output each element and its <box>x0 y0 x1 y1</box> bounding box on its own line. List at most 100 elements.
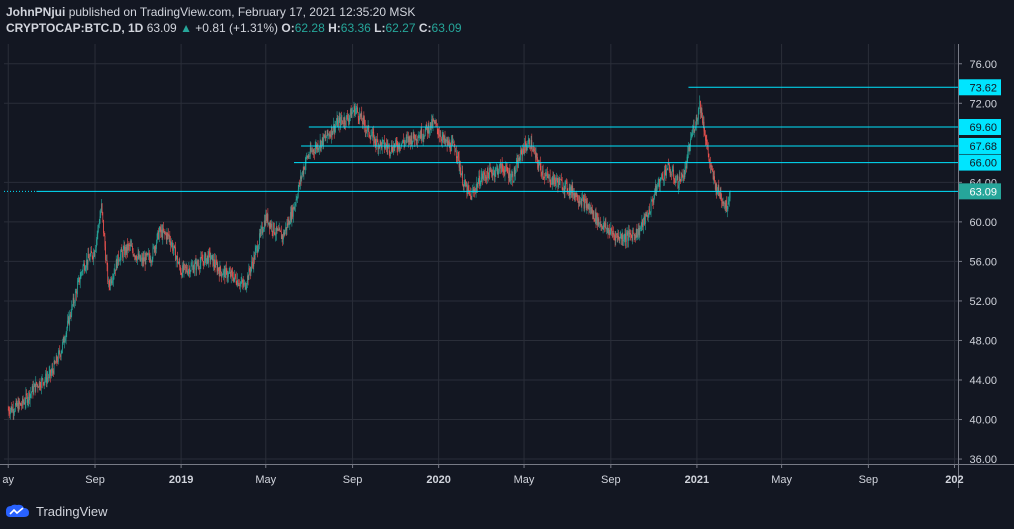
candle-body <box>156 242 157 249</box>
time-tick-label: May <box>514 474 535 486</box>
candle-body <box>106 260 108 265</box>
candle <box>77 278 78 298</box>
candle-body <box>48 372 50 378</box>
candle-body <box>602 225 604 230</box>
candle-body <box>157 230 159 235</box>
candle <box>691 129 693 139</box>
candle <box>450 142 452 155</box>
candle <box>412 129 414 143</box>
candle-body <box>519 160 521 161</box>
candle <box>235 273 236 280</box>
candle-body <box>70 315 72 317</box>
candle-body <box>401 142 403 144</box>
candle <box>664 164 666 176</box>
candle-body <box>441 137 443 141</box>
candle <box>176 255 178 260</box>
candle-body <box>29 392 30 401</box>
candle-body <box>626 235 627 242</box>
candle-body <box>712 170 714 180</box>
candle-body <box>65 339 66 341</box>
candle-body <box>508 172 509 179</box>
author-name[interactable]: JohnPNjui <box>6 5 66 19</box>
candle <box>85 265 87 273</box>
candle <box>328 131 330 140</box>
candle-body <box>566 181 567 182</box>
candle-body <box>285 227 286 232</box>
candle-body <box>453 142 455 147</box>
candle-body <box>196 261 198 265</box>
candle <box>262 226 264 239</box>
candle <box>204 252 205 267</box>
candle-body <box>214 265 216 268</box>
candle-body <box>37 384 39 388</box>
candle <box>199 266 200 275</box>
candle-body <box>134 255 136 258</box>
candle <box>122 249 123 262</box>
brand-name[interactable]: TradingView <box>36 503 108 519</box>
symbol-label[interactable]: CRYPTOCAP:BTC.D, 1D <box>6 21 144 35</box>
candle <box>177 261 179 264</box>
candle <box>99 210 101 225</box>
candle-body <box>676 179 677 181</box>
candle <box>144 252 146 271</box>
open-value: 62.28 <box>294 21 325 35</box>
candle <box>489 162 491 173</box>
candle <box>725 199 727 213</box>
time-axis[interactable]: ay Sep 2019 May Sep 2020 May Sep 2021 May Sep 202 <box>2 464 964 486</box>
candle-body <box>479 175 480 186</box>
candle-body <box>312 150 313 152</box>
candle-body <box>216 263 218 272</box>
candle <box>266 212 268 223</box>
candle-body <box>259 233 260 245</box>
candle <box>602 222 604 234</box>
candle-body <box>339 117 341 127</box>
candle <box>313 148 315 159</box>
candle-body <box>461 171 463 175</box>
candle-body <box>340 117 342 121</box>
candle <box>525 135 526 153</box>
candle-body <box>465 179 466 187</box>
candle-body <box>374 136 375 144</box>
candle-body <box>69 314 71 317</box>
candle <box>314 141 316 155</box>
candle <box>68 315 70 326</box>
candle-body <box>336 117 338 124</box>
candle <box>390 152 392 159</box>
candle-body <box>74 302 75 304</box>
candle-body <box>286 223 288 231</box>
candle <box>377 139 379 155</box>
candle-body <box>717 185 719 193</box>
candle <box>601 224 603 232</box>
candle <box>236 280 238 287</box>
candle-body <box>504 169 506 175</box>
price-axis[interactable]: 76.0072.0064.0060.0056.0052.0048.0044.00… <box>958 59 1001 466</box>
candle <box>100 208 102 218</box>
candle-body <box>522 148 523 156</box>
candle <box>396 136 398 153</box>
candle-body <box>101 203 103 213</box>
candle-body <box>682 174 684 181</box>
candle <box>483 171 485 181</box>
candle-body <box>103 233 105 237</box>
candle-body <box>36 381 37 386</box>
candle <box>230 269 232 284</box>
candle-body <box>362 120 363 125</box>
candle-body <box>329 134 331 136</box>
candle <box>544 169 546 181</box>
candle <box>611 224 613 239</box>
candle-body <box>671 174 672 176</box>
candle-body <box>108 281 110 286</box>
candle <box>427 122 429 134</box>
tradingview-logo-icon[interactable] <box>4 504 30 518</box>
candle-body <box>349 115 351 119</box>
candle-body <box>661 174 663 177</box>
candle <box>171 241 173 248</box>
candle-body <box>46 377 48 383</box>
candle <box>597 217 599 228</box>
candle-body <box>240 282 242 283</box>
candle <box>470 187 471 200</box>
candle-body <box>387 145 389 149</box>
candle-body <box>454 146 456 152</box>
candle-body <box>283 232 285 236</box>
